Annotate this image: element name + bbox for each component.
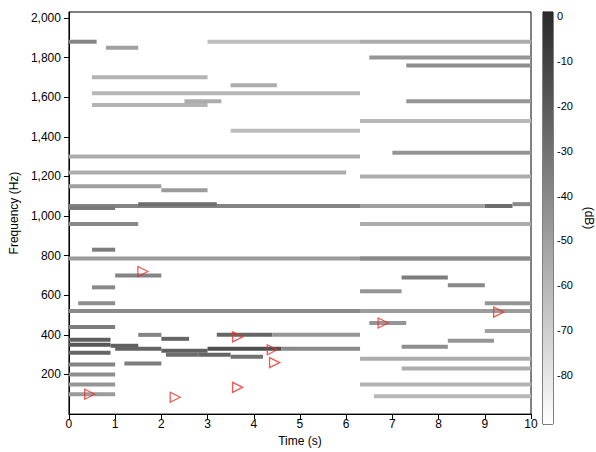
svg-text:5: 5 [297, 417, 304, 431]
svg-text:-80: -80 [557, 369, 573, 381]
svg-text:-50: -50 [557, 234, 573, 246]
svg-text:800: 800 [41, 249, 61, 263]
svg-text:-70: -70 [557, 324, 573, 336]
svg-text:(dB): (dB) [582, 207, 596, 230]
svg-text:-20: -20 [557, 100, 573, 112]
svg-text:0: 0 [557, 10, 563, 22]
svg-text:1,200: 1,200 [31, 169, 61, 183]
svg-text:1,600: 1,600 [31, 90, 61, 104]
svg-text:7: 7 [389, 417, 396, 431]
svg-text:-10: -10 [557, 55, 573, 67]
svg-text:Frequency (Hz): Frequency (Hz) [7, 172, 21, 255]
svg-text:8: 8 [435, 417, 442, 431]
svg-text:9: 9 [481, 417, 488, 431]
svg-text:1,400: 1,400 [31, 130, 61, 144]
svg-text:Time (s): Time (s) [278, 434, 322, 448]
svg-text:200: 200 [41, 367, 61, 381]
svg-text:10: 10 [524, 417, 538, 431]
svg-text:600: 600 [41, 288, 61, 302]
svg-text:-40: -40 [557, 190, 573, 202]
svg-text:1: 1 [112, 417, 119, 431]
svg-text:2: 2 [158, 417, 165, 431]
svg-text:-30: -30 [557, 145, 573, 157]
svg-text:400: 400 [41, 328, 61, 342]
svg-text:1,000: 1,000 [31, 209, 61, 223]
svg-text:6: 6 [343, 417, 350, 431]
svg-text:-60: -60 [557, 279, 573, 291]
svg-text:2,000: 2,000 [31, 11, 61, 25]
svg-text:1,800: 1,800 [31, 51, 61, 65]
svg-text:3: 3 [204, 417, 211, 431]
svg-text:4: 4 [250, 417, 257, 431]
svg-text:0: 0 [66, 417, 73, 431]
